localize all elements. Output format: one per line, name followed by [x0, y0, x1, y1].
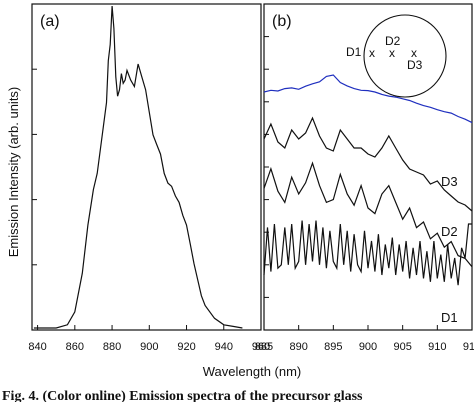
y-axis-label: Emission Intensity (arb. units) — [6, 87, 21, 258]
panel-b-x-tick-label: 895 — [324, 341, 342, 353]
panel-a-frame — [31, 3, 262, 331]
panel-a-x-tick-label: 920 — [177, 341, 195, 353]
trace-label-d2: D2 — [441, 224, 458, 239]
panel-a-x-tick-label: 860 — [66, 341, 84, 353]
panel-b-traces — [263, 74, 473, 286]
trace-label-d3: D3 — [441, 174, 458, 189]
panel-a-label: (a) — [40, 13, 60, 30]
figure-caption: Fig. 4. (Color online) Emission spectra … — [2, 389, 363, 402]
panel-b-x-tick-label: 900 — [359, 341, 377, 353]
panel-b-x-tick-label: 890 — [289, 341, 307, 353]
panel-b-x-tick-label: 910 — [428, 341, 446, 353]
panel-b-x-tick-label: 885 — [255, 341, 273, 353]
panel-b-frame — [263, 3, 473, 331]
panel-a-x-tick-label: 960 — [252, 341, 270, 353]
inset-label-d3: D3 — [407, 58, 423, 72]
inset-label-d2: D2 — [385, 34, 401, 48]
d1-spectrum-line — [263, 220, 472, 286]
inset-marker-d2: x — [389, 46, 395, 60]
panel-a: (a) 840 860 880 900 920 940 960 Emission Inten… — [6, 3, 270, 353]
panel-b: (b) 885 890 895 900 905 910 915 D1 x D2 x D3 x… — [255, 3, 474, 353]
sample-inset: D1 x D2 x D3 x — [346, 14, 447, 98]
panel-a-x-tick-label: 840 — [28, 341, 46, 353]
inset-marker-d3: x — [411, 46, 417, 60]
d3-spectrum-line — [263, 116, 473, 212]
x-axis-label: Wavelength (nm) — [203, 364, 302, 379]
panel-b-x-tick-label: 915 — [463, 341, 474, 353]
panel-b-x-tick-label: 905 — [393, 341, 411, 353]
panel-b-ticks: 885 890 895 900 905 910 915 — [255, 36, 474, 353]
panel-a-x-tick-label: 940 — [215, 341, 233, 353]
sample-outline — [363, 14, 447, 98]
panel-a-x-tick-label: 880 — [103, 341, 121, 353]
d2-spectrum-line — [263, 161, 473, 268]
panel-a-ticks: 840 860 880 900 920 940 960 — [28, 3, 270, 353]
panel-a-spectrum-line — [33, 5, 243, 329]
inset-marker-d1: x — [369, 46, 375, 60]
panel-b-label: (b) — [272, 13, 292, 30]
trace-label-d1: D1 — [441, 310, 458, 325]
panel-a-x-tick-label: 900 — [140, 341, 158, 353]
inset-label-d1: D1 — [346, 45, 362, 59]
blue-spectrum-line — [263, 74, 473, 124]
